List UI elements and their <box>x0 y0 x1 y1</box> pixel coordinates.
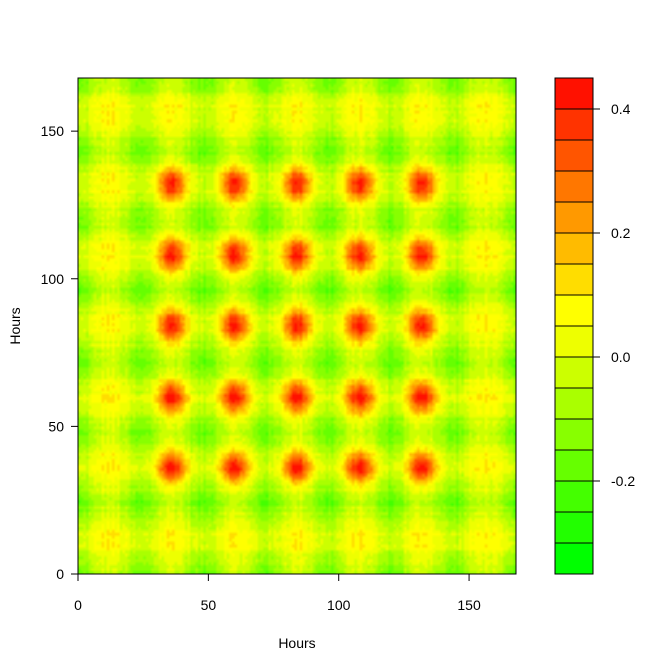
y-tick-label: 50 <box>48 418 64 434</box>
x-tick-label: 100 <box>327 597 351 613</box>
colorbar-bin <box>554 263 594 296</box>
colorbar-bin <box>554 387 594 420</box>
colorbar-bin <box>554 325 594 358</box>
y-axis-title: Hours <box>7 307 23 344</box>
colorbar-bin <box>554 232 594 265</box>
colorbar-tick-label: 0.4 <box>611 101 631 117</box>
colorbar-bin <box>554 108 594 141</box>
x-axis-title: Hours <box>278 635 315 651</box>
colorbar-bin <box>554 294 594 327</box>
colorbar-bin <box>554 170 594 203</box>
y-tick-label: 150 <box>41 123 65 139</box>
x-tick-label: 150 <box>457 597 481 613</box>
colorbar-bin <box>554 418 594 451</box>
x-tick-label: 50 <box>201 597 217 613</box>
y-tick-label: 0 <box>56 566 64 582</box>
colorbar-bin <box>554 77 594 110</box>
y-axis: 0 50 100 150 <box>41 123 79 582</box>
y-tick-label: 100 <box>41 271 65 287</box>
colorbar-bin <box>554 449 594 482</box>
colorbar-tick-label: 0.0 <box>611 349 631 365</box>
x-axis: 0 50 100 150 <box>74 573 481 613</box>
colorbar-bin <box>554 201 594 234</box>
colorbar-tick-label: 0.2 <box>611 225 631 241</box>
colorbar-bin <box>554 139 594 172</box>
heatmap-image <box>78 78 516 574</box>
colorbar-bin <box>554 511 594 544</box>
x-tick-label: 0 <box>74 597 82 613</box>
colorbar-bin <box>554 480 594 513</box>
colorbar-tick-label: -0.2 <box>611 473 635 489</box>
colorbar-bin <box>554 356 594 389</box>
colorbar: -0.2 0.0 0.2 0.4 <box>554 77 635 575</box>
colorbar-bin <box>554 542 594 575</box>
